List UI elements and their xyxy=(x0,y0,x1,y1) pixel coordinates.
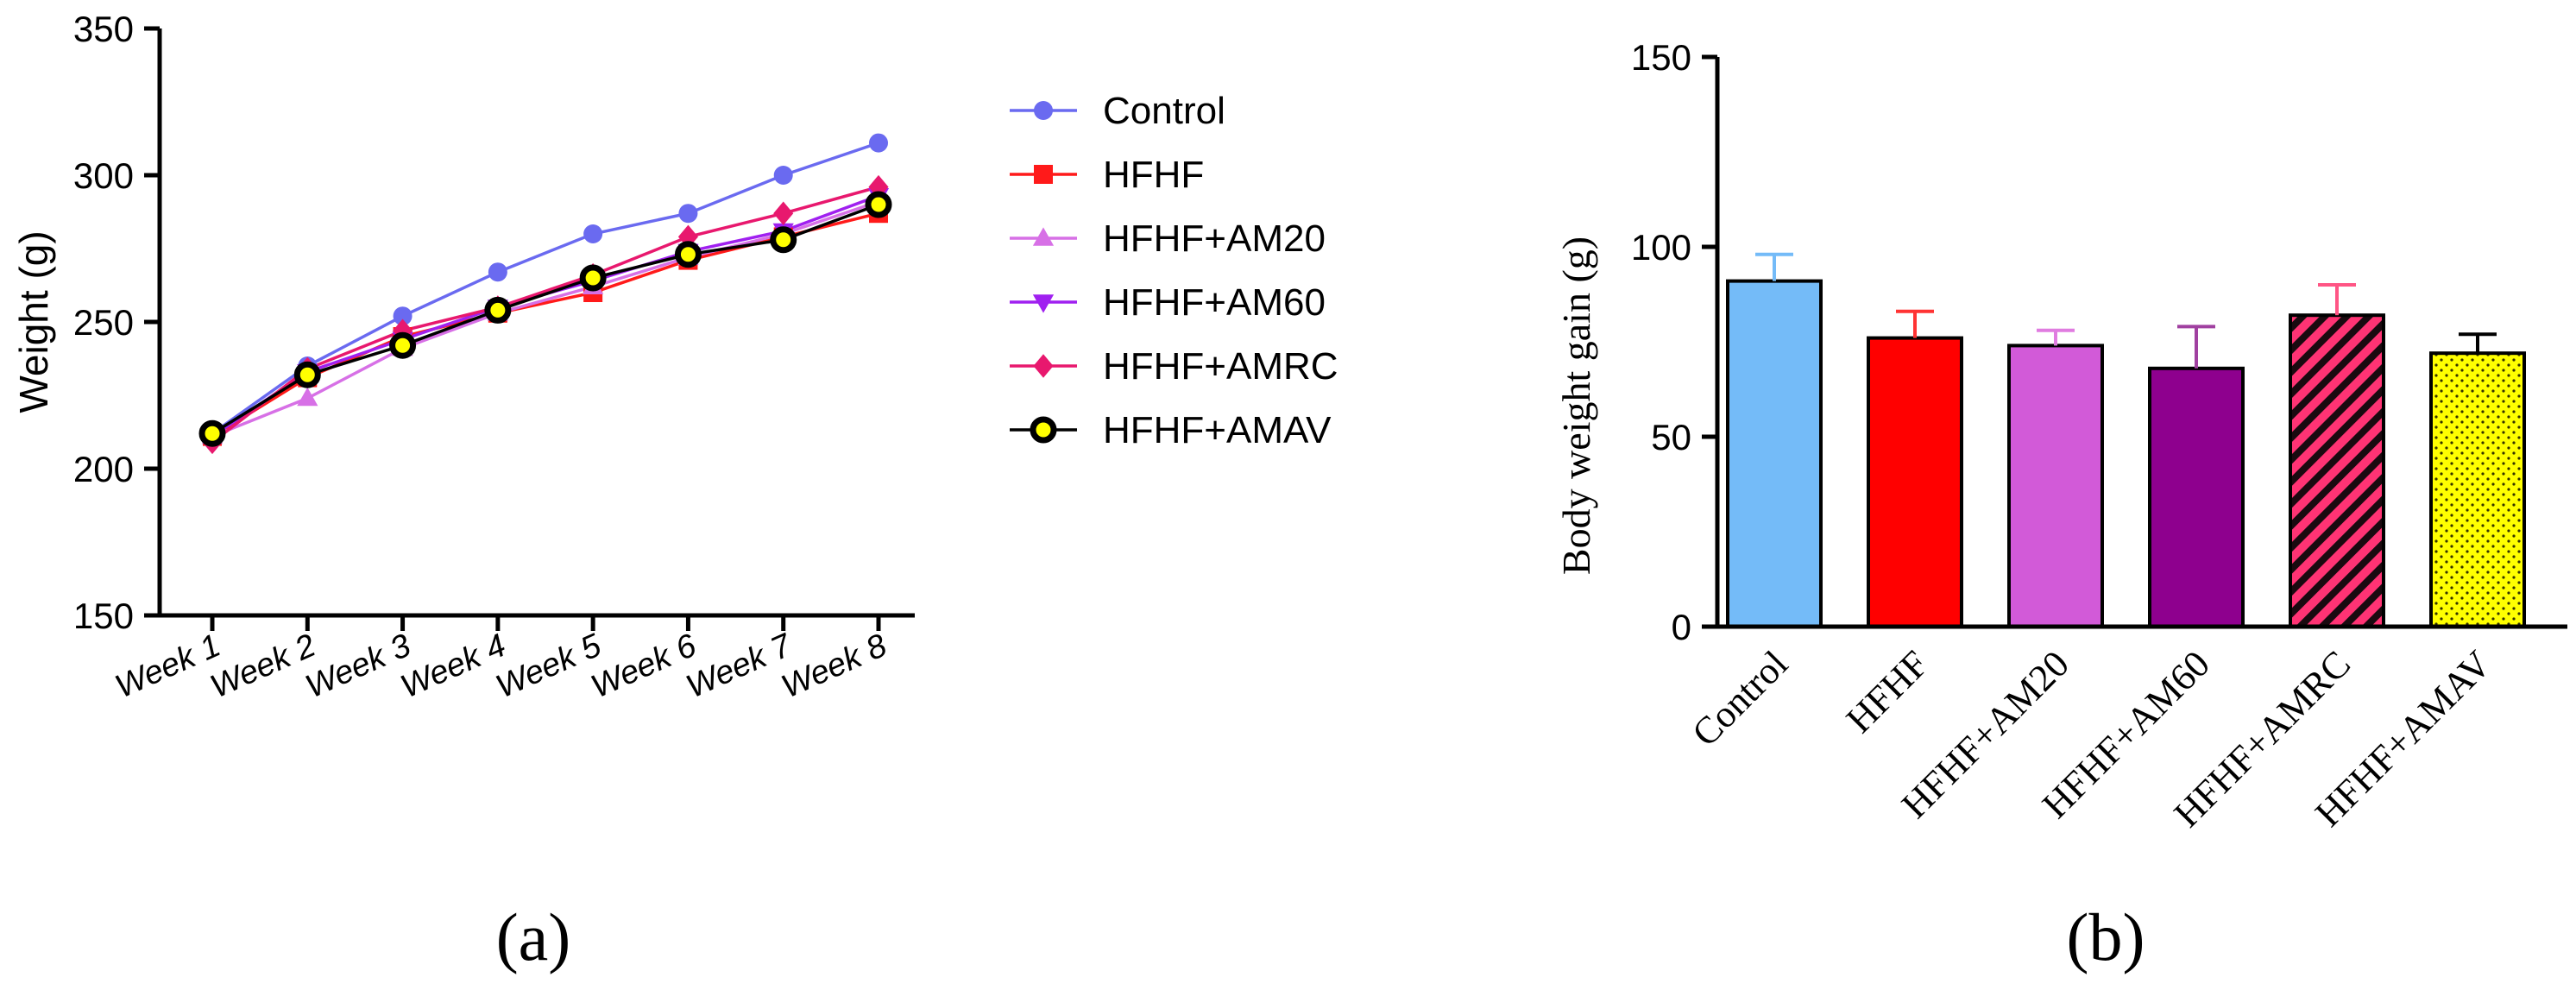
y-axis-label: Weight (g) xyxy=(11,230,56,413)
legend-label: HFHF+AM60 xyxy=(1103,281,1326,324)
y-tick-label-150: 150 xyxy=(73,596,134,636)
legend-item: HFHF xyxy=(1010,154,1204,196)
y-tick-label-150: 150 xyxy=(1631,37,1691,78)
panel-label-a: (a) xyxy=(496,899,571,974)
x-tick-label: Week 6 xyxy=(586,627,702,706)
legend-item: HFHF+AMAV xyxy=(1010,409,1332,451)
data-point xyxy=(484,296,512,324)
legend-label: HFHF+AM20 xyxy=(1103,218,1326,260)
data-point xyxy=(773,166,793,185)
data-point xyxy=(770,226,797,254)
x-tick-label: HFHF xyxy=(1838,642,1937,741)
legend-marker xyxy=(1032,294,1055,313)
legend-marker xyxy=(1034,101,1053,120)
legend-item: HFHF+AM60 xyxy=(1010,281,1326,324)
data-point xyxy=(677,224,698,249)
x-tick-label: Week 2 xyxy=(205,627,321,705)
x-tick-labels: Control HFHFHFHF+AM20HFHF+AM60HFHF+AMRCHF… xyxy=(1684,642,2499,836)
series-line-hfhf-amrc xyxy=(211,185,879,444)
x-tick-label: Week 3 xyxy=(300,627,416,705)
data-point xyxy=(293,361,321,388)
data-point xyxy=(865,191,892,218)
data-point xyxy=(583,224,603,243)
bar-hfhf-am60 xyxy=(2148,366,2245,628)
legend-label: HFHF xyxy=(1103,154,1204,196)
data-point xyxy=(674,241,702,268)
bar-hfhf xyxy=(1867,336,1963,628)
legend-marker xyxy=(1030,416,1057,444)
legend-label: Control xyxy=(1103,90,1225,132)
legend-marker xyxy=(1034,165,1053,184)
x-tick-label: Week 5 xyxy=(491,627,608,706)
legend: Control HFHF HFHF+AM20 HFHF+AM60 HFHF+AMRC HF… xyxy=(1010,90,1338,451)
legend-marker xyxy=(1032,227,1055,246)
y-tick-label-50: 50 xyxy=(1651,417,1691,457)
bar-control xyxy=(1726,279,1823,628)
y-tick-label-200: 200 xyxy=(73,449,134,489)
x-tick-label: Week 4 xyxy=(395,627,511,705)
panel-label-b: (b) xyxy=(2067,899,2145,974)
y-axis-label: Body weight gain (g) xyxy=(1554,236,1598,575)
data-point xyxy=(579,264,607,292)
series-markers xyxy=(198,133,892,455)
y-axis-ticks: 0 50 100 150 xyxy=(1631,37,1717,647)
legend-item: HFHF+AM20 xyxy=(1010,218,1326,260)
x-tick-label: Week 8 xyxy=(777,627,892,705)
data-point xyxy=(389,331,417,359)
y-tick-label-100: 100 xyxy=(1631,227,1691,268)
data-point xyxy=(869,133,888,153)
x-tick-label: Week 1 xyxy=(110,627,226,705)
legend-label: HFHF+AMAV xyxy=(1103,409,1332,451)
legend-item: Control xyxy=(1010,90,1225,132)
error-bars xyxy=(1755,252,2497,369)
data-point xyxy=(297,387,318,407)
x-tick-label: Control xyxy=(1684,642,1796,754)
y-axis-ticks: 150 200 250 300 350 xyxy=(73,9,160,636)
bar-hfhf-amrc xyxy=(2289,313,2385,628)
legend-item: HFHF+AMRC xyxy=(1010,345,1338,388)
y-tick-label-300: 300 xyxy=(73,155,134,196)
x-tick-label: Week 7 xyxy=(681,627,798,705)
series-lines xyxy=(211,141,879,444)
data-point xyxy=(773,201,794,225)
data-point xyxy=(678,204,698,224)
bar-hfhf-am20 xyxy=(2007,344,2104,628)
y-tick-label-350: 350 xyxy=(73,9,134,49)
data-point xyxy=(198,419,226,447)
data-point xyxy=(393,306,413,326)
series-line-hfhf-amav xyxy=(211,203,879,435)
bars xyxy=(1726,279,2526,628)
legend-marker xyxy=(1033,354,1054,378)
series-line-control xyxy=(211,141,879,435)
y-tick-label-250: 250 xyxy=(73,302,134,343)
data-point xyxy=(488,262,507,282)
bar-hfhf-amav xyxy=(2429,351,2526,628)
legend-label: HFHF+AMRC xyxy=(1103,345,1338,388)
y-tick-label-0: 0 xyxy=(1672,607,1691,647)
series-line-hfhf-am20 xyxy=(211,199,879,438)
